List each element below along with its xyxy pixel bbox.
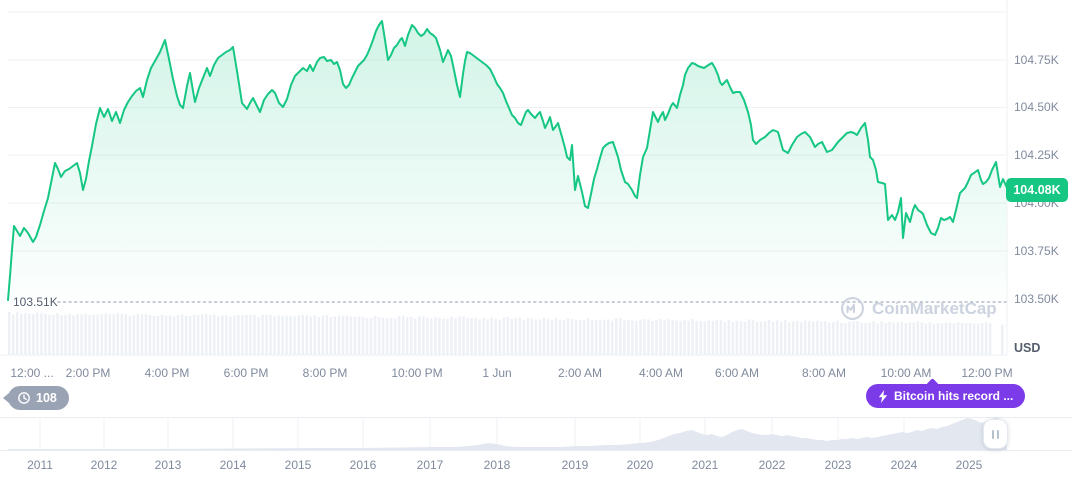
x-axis-tick-label: 1 Jun: [482, 366, 512, 380]
minimap-scrub-handle[interactable]: [983, 419, 1008, 449]
minimap-year-label: 2013: [154, 458, 182, 472]
minimap-year-label: 2012: [90, 458, 118, 472]
minimap-year-label: 2022: [758, 458, 786, 472]
minimap-year-label: 2015: [284, 458, 312, 472]
open-price-label: 103.51K: [13, 295, 58, 309]
news-annotation-badge[interactable]: Bitcoin hits record ...: [866, 378, 1026, 408]
history-count-chip[interactable]: 108: [3, 386, 69, 410]
current-price-badge: 104.08K: [1006, 178, 1068, 202]
x-axis-tick-label: 4:00 PM: [144, 366, 190, 380]
x-axis-tick-label: 4:00 AM: [638, 366, 684, 380]
minimap-year-label: 2024: [890, 458, 918, 472]
history-clock-icon: [17, 391, 31, 405]
y-axis-unit-label: USD: [1014, 341, 1041, 355]
x-axis-tick-label: 6:00 AM: [714, 366, 760, 380]
y-axis-tick-label: 103.75K: [1014, 244, 1059, 258]
minimap-year-label: 2023: [824, 458, 852, 472]
minimap-year-label: 2017: [416, 458, 444, 472]
chip-tail: [3, 393, 9, 403]
y-axis-tick-label: 104.25K: [1014, 148, 1059, 162]
x-axis-tick-label: 8:00 PM: [302, 366, 348, 380]
minimap-year-label: 2016: [349, 458, 377, 472]
minimap-year-label: 2020: [626, 458, 654, 472]
x-axis-tick-label: 6:00 PM: [223, 366, 269, 380]
minimap-year-label: 2018: [483, 458, 511, 472]
y-axis-tick-label: 104.75K: [1014, 53, 1059, 67]
minimap-year-label: 2019: [561, 458, 589, 472]
y-axis-tick-label: 103.50K: [1014, 292, 1059, 306]
x-axis-tick-label: 12:00 PM: [961, 366, 1013, 380]
coinmarketcap-watermark: CoinMarketCap: [840, 296, 997, 321]
x-axis-tick-label: 2:00 AM: [557, 366, 603, 380]
x-axis-tick-label: 10:00 AM: [880, 366, 932, 380]
minimap-year-label: 2011: [27, 458, 53, 472]
watermark-text: CoinMarketCap: [872, 298, 997, 318]
minimap-year-label: 2014: [219, 458, 247, 472]
x-axis-tick-label: 10:00 PM: [391, 366, 443, 380]
minimap-year-label: 2025: [955, 458, 983, 472]
x-axis-tick-label: 8:00 AM: [801, 366, 847, 380]
current-price-value: 104.08K: [1013, 183, 1061, 197]
history-count-value: 108: [36, 391, 57, 405]
news-badge-text: Bitcoin hits record ...: [894, 389, 1014, 403]
lightning-icon: [878, 389, 888, 403]
coinmarketcap-logo-icon: [840, 296, 865, 321]
minimap-year-label: 2021: [691, 458, 719, 472]
x-axis-tick-label: 12:00 ...: [10, 366, 54, 380]
y-axis-tick-label: 104.50K: [1014, 100, 1059, 114]
x-axis-tick-label: 2:00 PM: [65, 366, 111, 380]
